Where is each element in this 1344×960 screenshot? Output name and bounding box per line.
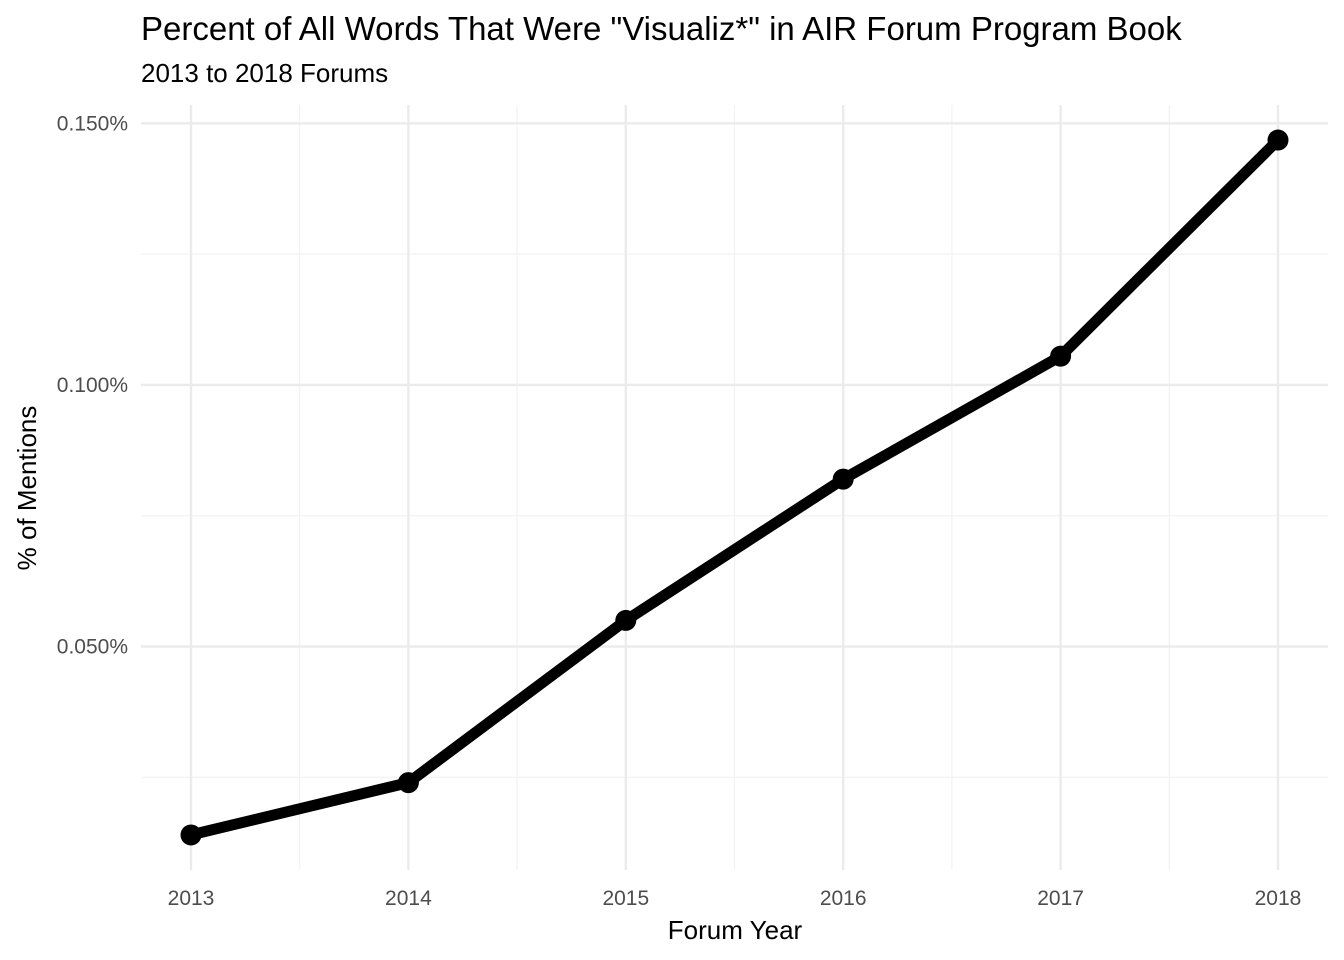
data-point: [180, 824, 202, 846]
y-tick-label: 0.150%: [57, 112, 128, 135]
data-point: [1267, 129, 1289, 151]
major-gridlines: [141, 105, 1328, 870]
x-tick-label: 2014: [385, 887, 432, 910]
y-axis-title: % of Mentions: [12, 406, 42, 571]
data-point: [615, 609, 637, 631]
series-layer: [180, 129, 1289, 846]
minor-gridlines: [141, 105, 1328, 870]
chart-subtitle: 2013 to 2018 Forums: [141, 58, 388, 88]
x-tick-label: 2013: [168, 887, 215, 910]
x-axis-tick-labels: 2013 2014 2015 2016 2017 2018: [168, 887, 1302, 910]
chart-title: Percent of All Words That Were "Visualiz…: [141, 10, 1182, 47]
series-line: [185, 134, 1284, 841]
data-point: [832, 468, 854, 490]
data-point: [1050, 345, 1072, 367]
y-tick-label: 0.050%: [57, 636, 128, 659]
y-tick-label: 0.100%: [57, 374, 128, 397]
x-tick-label: 2018: [1255, 887, 1302, 910]
y-axis-tick-labels: 0.050% 0.100% 0.150%: [57, 112, 128, 658]
x-tick-label: 2015: [602, 887, 649, 910]
data-point: [397, 772, 419, 794]
x-tick-label: 2017: [1037, 887, 1084, 910]
x-tick-label: 2016: [820, 887, 867, 910]
x-axis-title: Forum Year: [668, 915, 803, 945]
